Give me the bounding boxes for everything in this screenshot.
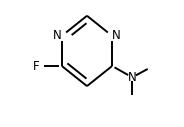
Text: N: N [128, 71, 137, 84]
Text: N: N [112, 29, 121, 42]
Text: F: F [33, 60, 39, 73]
Text: N: N [53, 29, 62, 42]
